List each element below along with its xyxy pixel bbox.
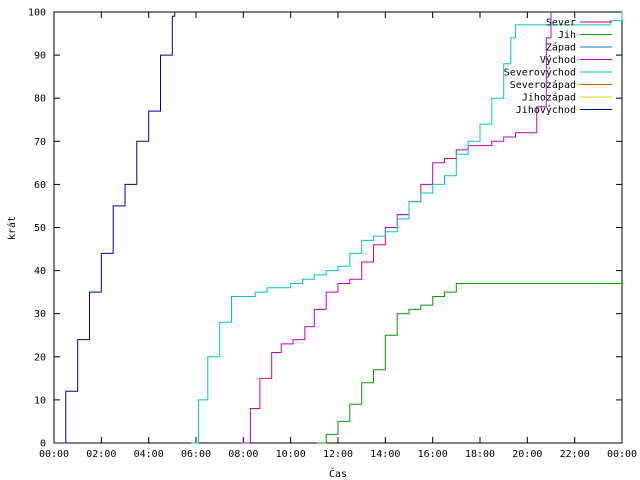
x-tick-label: 06:00 [181, 449, 211, 460]
x-tick-label: 08:00 [228, 449, 258, 460]
y-tick-label: 10 [34, 395, 46, 406]
x-tick-label: 20:00 [512, 449, 542, 460]
y-tick-label: 90 [34, 51, 46, 62]
legend-label: Jihovýchod [516, 104, 576, 116]
y-tick-label: 70 [34, 137, 46, 148]
x-tick-label: 14:00 [370, 449, 400, 460]
y-tick-label: 30 [34, 309, 46, 320]
legend-label: Sever [546, 18, 576, 29]
series-lines [54, 12, 623, 444]
x-tick-label: 10:00 [276, 449, 306, 460]
legend-label: Jih [558, 30, 576, 41]
y-tick-label: 80 [34, 94, 46, 105]
legend-label: Jihozápad [522, 92, 576, 104]
legend: SeverJihZápadVýchodSeverovýchodSeverozáp… [504, 18, 612, 116]
y-tick-label: 20 [34, 352, 46, 363]
series-line-jihovychod [54, 12, 176, 444]
x-tick-label: 00:00 [39, 449, 69, 460]
y-tick-label: 40 [34, 266, 46, 277]
series-line-severovychod [191, 12, 623, 444]
series-line-jih [316, 283, 622, 444]
x-tick-label: 22:00 [560, 449, 590, 460]
x-axis: 00:00 02:00 04:00 06:00 08:00 10:00 12:00 14:00… [39, 12, 637, 460]
x-tick-label: 18:00 [465, 449, 495, 460]
x-tick-label: 04:00 [134, 449, 164, 460]
legend-label: Severozápad [510, 79, 576, 91]
x-tick-label: 00:00 [607, 449, 637, 460]
x-tick-label: 02:00 [86, 449, 116, 460]
x-tick-label: 12:00 [323, 449, 353, 460]
y-axis: 0 10 20 30 40 50 60 70 80 90 100 [28, 8, 622, 450]
y-axis-label: krát [6, 216, 18, 240]
y-tick-label: 100 [28, 8, 46, 19]
x-axis-label: Čas [329, 467, 347, 480]
legend-label: Východ [540, 54, 576, 66]
y-tick-label: 0 [40, 439, 46, 450]
legend-label: Severovýchod [504, 67, 576, 79]
y-tick-label: 50 [34, 223, 46, 234]
x-tick-label: 16:00 [418, 449, 448, 460]
y-tick-label: 60 [34, 180, 46, 191]
legend-label: Západ [546, 42, 576, 54]
